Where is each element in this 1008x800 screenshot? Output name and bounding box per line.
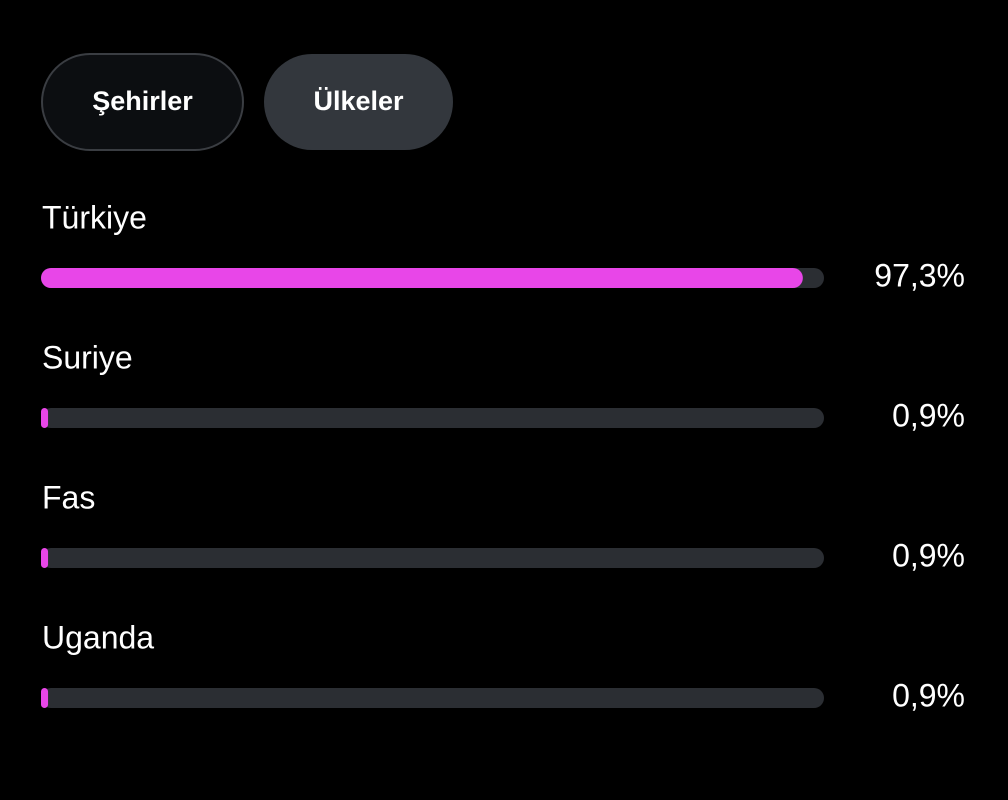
category-label: Türkiye bbox=[42, 199, 147, 235]
category-label: Uganda bbox=[42, 619, 154, 655]
value-label: 97,3% bbox=[874, 257, 965, 293]
bar-track bbox=[41, 548, 824, 568]
tab-background[interactable] bbox=[41, 53, 244, 151]
category-label: Suriye bbox=[42, 339, 133, 375]
value-label: 0,9% bbox=[892, 677, 965, 713]
bar bbox=[41, 688, 49, 708]
bar-track bbox=[41, 688, 824, 708]
bar-track bbox=[41, 408, 824, 428]
tab[interactable]: Şehirler bbox=[41, 53, 244, 151]
category-label: Fas bbox=[42, 479, 95, 515]
bar bbox=[41, 408, 49, 428]
value-label: 0,9% bbox=[892, 537, 965, 573]
tab-background[interactable] bbox=[264, 54, 453, 150]
tab[interactable]: Ülkeler bbox=[264, 54, 453, 150]
value-label: 0,9% bbox=[892, 397, 965, 433]
tab-label[interactable]: Şehirler bbox=[92, 86, 193, 116]
tab-label[interactable]: Ülkeler bbox=[313, 86, 404, 116]
bar bbox=[41, 268, 803, 288]
bar bbox=[41, 548, 49, 568]
